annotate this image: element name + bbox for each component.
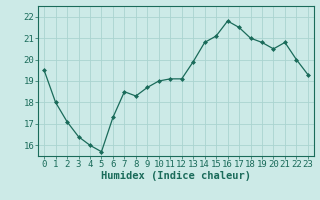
X-axis label: Humidex (Indice chaleur): Humidex (Indice chaleur): [101, 171, 251, 181]
